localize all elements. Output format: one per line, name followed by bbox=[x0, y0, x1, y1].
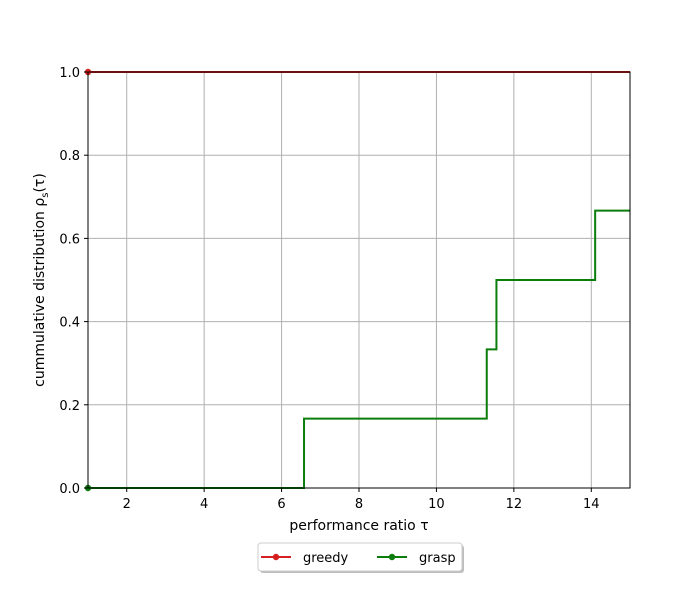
series-line-grasp bbox=[88, 209, 630, 489]
x-tick-label: 14 bbox=[583, 497, 600, 512]
x-tick-label: 8 bbox=[355, 497, 363, 512]
legend-marker-grasp bbox=[388, 553, 396, 561]
legend-label-grasp: grasp bbox=[419, 551, 456, 566]
x-tick-label: 12 bbox=[506, 497, 523, 512]
x-tick-label: 10 bbox=[428, 497, 445, 512]
legend-label-greedy: greedy bbox=[303, 551, 349, 566]
y-tick-label: 0.6 bbox=[59, 232, 80, 247]
x-tick-label: 4 bbox=[200, 497, 208, 512]
y-tick-label: 0.2 bbox=[59, 399, 80, 414]
series-layer bbox=[84, 68, 630, 492]
y-tick-label: 1.0 bbox=[59, 66, 80, 81]
x-axis-label: performance ratio τ bbox=[289, 518, 428, 534]
y-tick-label: 0.8 bbox=[59, 149, 80, 164]
y-tick-label: 0.0 bbox=[59, 482, 80, 497]
x-tick-label: 2 bbox=[123, 497, 131, 512]
y-axis-label: cummulative distribution ρs(τ) bbox=[32, 173, 51, 387]
y-tick-label: 0.4 bbox=[59, 316, 80, 331]
legend: greedy grasp bbox=[257, 542, 464, 573]
x-tick-label: 6 bbox=[277, 497, 285, 512]
ticks: 2 4 6 8 10 12 14 0.0 0.2 0.4 0.6 0.8 1.0 bbox=[59, 66, 599, 512]
legend-box bbox=[257, 542, 463, 572]
legend-marker-greedy bbox=[272, 553, 280, 561]
